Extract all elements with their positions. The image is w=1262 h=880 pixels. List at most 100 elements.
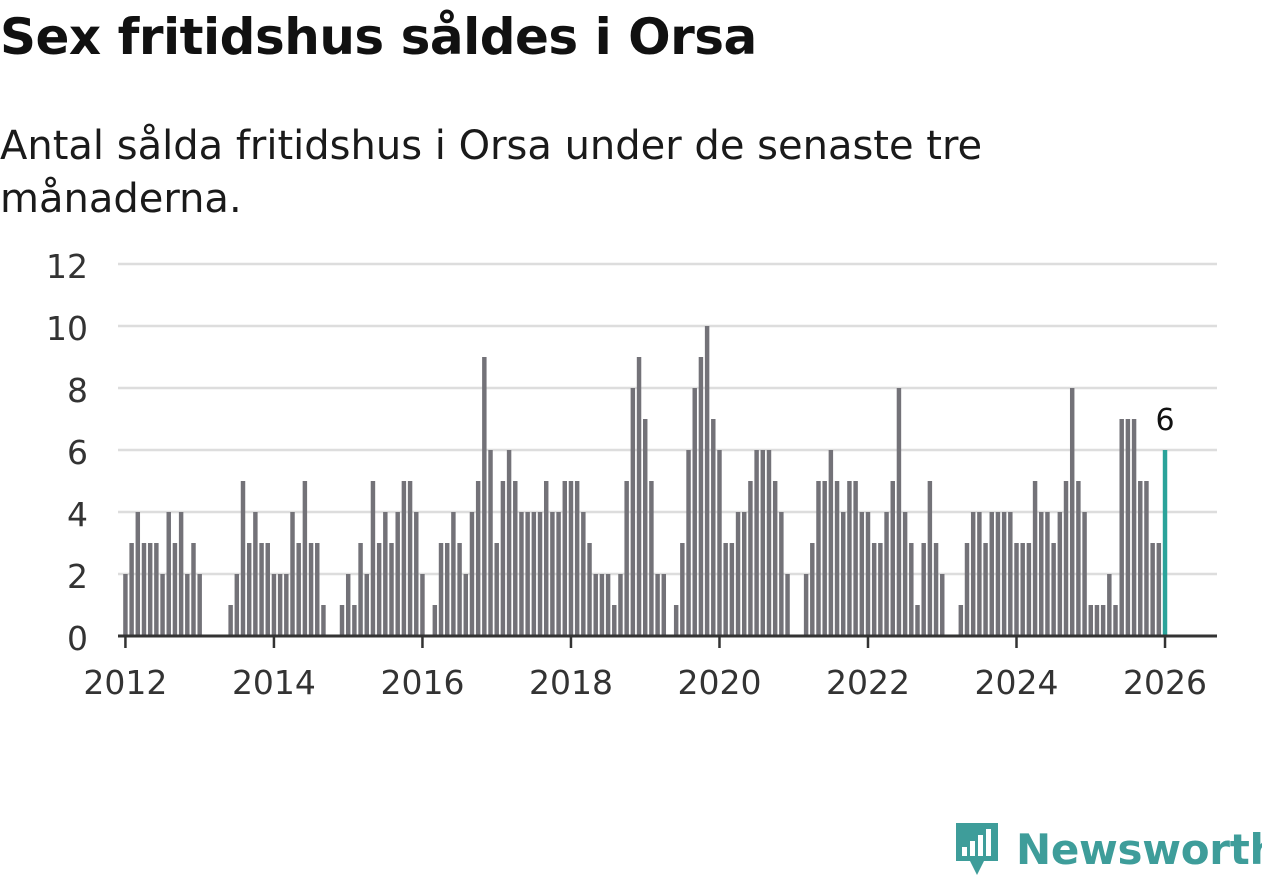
bar [1100, 605, 1106, 636]
bar [847, 481, 852, 636]
bar [420, 574, 425, 636]
bar [1008, 512, 1013, 636]
bar [970, 512, 976, 636]
bar [432, 605, 438, 636]
bar [618, 574, 623, 636]
bar [506, 450, 512, 636]
bar [655, 574, 660, 636]
bar [444, 543, 450, 636]
bar [995, 512, 1001, 636]
brand-logo: Newsworthy [952, 818, 1262, 880]
bar [772, 481, 778, 636]
bar [581, 512, 586, 636]
bar [475, 481, 481, 636]
bar [735, 512, 741, 636]
bar [1150, 543, 1155, 636]
bar [1138, 481, 1143, 636]
bar [599, 574, 605, 636]
bar [376, 543, 382, 636]
bar [537, 512, 543, 636]
bar [166, 512, 171, 636]
bar [494, 543, 499, 636]
bar [785, 574, 790, 636]
bar [568, 481, 574, 636]
bar [469, 512, 475, 636]
bar [141, 543, 147, 636]
bar [878, 543, 883, 636]
bar [964, 543, 970, 636]
bar [896, 388, 902, 636]
bar [364, 574, 369, 636]
bar [1107, 574, 1112, 636]
bar [401, 481, 407, 636]
bar [302, 481, 308, 636]
bar [828, 450, 834, 636]
bar [1045, 512, 1050, 636]
bar [1063, 481, 1069, 636]
bar [339, 605, 345, 636]
bar [358, 543, 363, 636]
bar [556, 512, 561, 636]
bar [147, 543, 153, 636]
bar [277, 574, 283, 636]
bar [816, 481, 821, 636]
bar [673, 605, 679, 636]
highlight-data-label: 6 [1155, 403, 1174, 438]
bar [457, 543, 462, 636]
bar [284, 574, 289, 636]
bar [587, 543, 592, 636]
bar [259, 543, 264, 636]
bar [779, 512, 784, 636]
bar [766, 450, 772, 636]
bar [940, 574, 945, 636]
bar [135, 512, 141, 636]
bar [643, 419, 648, 636]
bar [605, 574, 611, 636]
bar [822, 481, 827, 636]
bar [1026, 543, 1032, 636]
y-tick-label: 2 [67, 557, 88, 596]
bar [1119, 419, 1124, 636]
x-tick-label: 2016 [380, 663, 464, 702]
bar [240, 481, 246, 636]
bar [692, 388, 697, 636]
bar [463, 574, 468, 636]
bar [185, 574, 190, 636]
chart-title: Sex fritidshus såldes i Orsa [0, 8, 757, 66]
bar [711, 419, 716, 636]
bar [841, 512, 846, 636]
bar [649, 481, 654, 636]
bar [742, 512, 747, 636]
bar [352, 605, 357, 636]
bar [698, 357, 704, 636]
bar [884, 512, 889, 636]
bar [562, 481, 568, 636]
bar [977, 512, 982, 636]
bar [704, 326, 710, 636]
bar [859, 512, 865, 636]
bar [1131, 419, 1137, 636]
bar [909, 543, 914, 636]
bar [680, 543, 685, 636]
bar [1088, 605, 1093, 636]
x-tick-label: 2026 [1123, 663, 1207, 702]
bar [927, 481, 933, 636]
y-tick-label: 8 [67, 371, 88, 410]
bar [933, 543, 939, 636]
bar [1039, 512, 1044, 636]
bar [519, 512, 524, 636]
brand-name: Newsworthy [1016, 824, 1262, 874]
bar [271, 574, 277, 636]
bar [543, 481, 549, 636]
x-tick-label: 2012 [83, 663, 167, 702]
bar [574, 481, 580, 636]
bar [234, 574, 240, 636]
x-tick-label: 2020 [677, 663, 761, 702]
bar [834, 481, 840, 636]
y-tick-label: 0 [67, 619, 88, 658]
bar [197, 574, 202, 636]
bar [407, 481, 413, 636]
bar [630, 388, 636, 636]
bar [451, 512, 456, 636]
